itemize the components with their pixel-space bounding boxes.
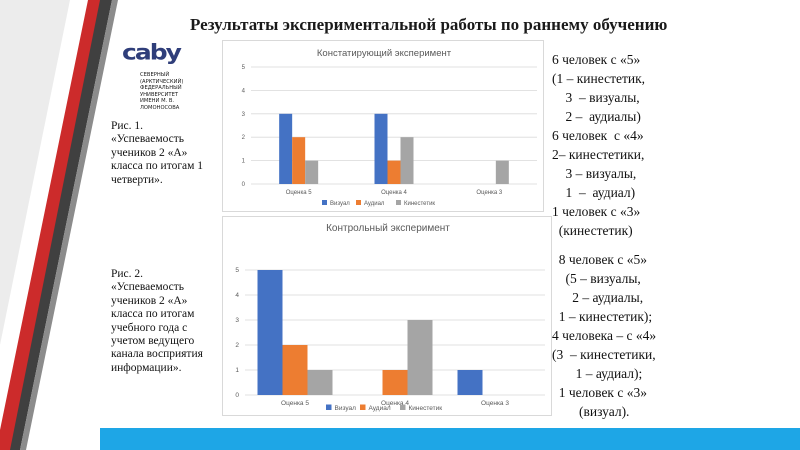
figure-2-caption: Рис. 2. «Успеваемость учеников 2 «А» кла… [111, 268, 203, 374]
result-line: 1 – кинестетик); [552, 309, 653, 324]
legend-label: Визуал [330, 201, 350, 207]
bar-Кинестетик [307, 370, 333, 395]
chart-title: Контрольный эксперимент [326, 223, 450, 234]
bar-Кинестетик [305, 160, 319, 184]
slide-title: Результаты экспериментальной работы по р… [190, 15, 668, 34]
y-tick-label: 1 [242, 159, 246, 165]
legend-label: Аудиал [369, 405, 391, 412]
result-line: (3 – кинестетики, [552, 347, 656, 362]
legend-swatch [322, 200, 327, 205]
result-line: 1 человек с «3» [552, 385, 647, 400]
y-tick-label: 4 [242, 88, 246, 94]
result-line: (5 – визуалы, [552, 271, 641, 286]
bar-Аудиал [292, 137, 306, 184]
x-category-label: Оценка 3 [481, 400, 509, 407]
decor-gray-stripe [20, 0, 118, 450]
legend-label: Аудиал [364, 201, 385, 207]
bar-Кинестетик [495, 160, 509, 184]
result-line: (визуал). [552, 404, 630, 419]
results-text-control: 8 человек с «5» (5 – визуалы, 2 – аудиал… [552, 250, 792, 421]
result-line: 4 человека – с «4» [552, 328, 657, 343]
legend-swatch [396, 200, 401, 205]
chart-title: Констатирующий эксперимент [317, 48, 452, 59]
bar-Визуал [279, 113, 293, 184]
bar-Кинестетик [407, 320, 433, 395]
result-line: (кинестетик) [552, 223, 633, 238]
legend-swatch [360, 404, 366, 410]
result-line: 6 человек с «4» [552, 128, 644, 143]
y-tick-label: 5 [242, 65, 246, 71]
logo-name: caby [122, 40, 182, 65]
y-tick-label: 0 [242, 182, 246, 188]
chart-2-svg: Контрольный эксперимент 0 1 2 3 4 5 Оценка 5 Оце… [235, 223, 545, 412]
logo-subtitle: Северный (Арктический) федеральный униве… [140, 72, 184, 111]
y-tick-label: 2 [242, 135, 246, 141]
x-category-label: Оценка 5 [281, 400, 309, 407]
result-line: 8 человек с «5» [552, 252, 647, 267]
decor-dark-stripe [10, 0, 112, 450]
x-category-label: Оценка 4 [381, 400, 409, 407]
bar-Визуал [257, 270, 283, 395]
university-logo: caby Северный (Арктический) федеральный … [122, 40, 184, 125]
result-line: (1 – кинестетик, [552, 71, 646, 86]
bar-Визуал [457, 370, 483, 395]
result-line: 2 – аудиалы, [552, 290, 644, 305]
y-tick-label: 4 [235, 292, 239, 299]
bottom-accent-bar [100, 428, 800, 450]
x-category-label: Оценка 5 [286, 190, 312, 196]
bar-Аудиал [382, 370, 408, 395]
chart-ascertaining-experiment: Констатирующий эксперимент 0 1 2 3 4 5 Оценка 5… [222, 40, 544, 212]
bar-Аудиал [387, 160, 401, 184]
y-tick-label: 5 [235, 267, 239, 274]
y-tick-label: 2 [235, 342, 239, 349]
result-line: 2– кинестетики, [552, 147, 645, 162]
result-line: 1 – аудиал) [552, 185, 636, 200]
figure-1-caption: Рис. 1. «Успеваемость учеников 2 «А» кла… [111, 120, 204, 186]
x-category-label: Оценка 3 [476, 190, 502, 196]
result-line: 3 – визуалы, [552, 90, 640, 105]
result-line: 3 – визуалы, [552, 166, 637, 181]
y-tick-label: 3 [235, 317, 239, 324]
legend-label: Кинестетик [404, 201, 435, 207]
result-line: 6 человек с «5» [552, 52, 641, 67]
y-tick-label: 3 [242, 112, 246, 118]
bar-Аудиал [282, 345, 308, 395]
result-line: 2 – аудиалы) [552, 109, 641, 124]
bar-Кинестетик [400, 137, 414, 184]
x-category-label: Оценка 4 [381, 190, 407, 196]
legend-swatch [400, 404, 406, 410]
y-tick-label: 0 [235, 392, 239, 399]
y-tick-label: 1 [235, 367, 239, 374]
decor-gray-band [0, 0, 70, 345]
legend-label: Визуал [335, 405, 357, 412]
results-text-ascertaining: 6 человек с «5» (1 – кинестетик, 3 – визу… [552, 50, 792, 240]
legend-swatch [356, 200, 361, 205]
legend-swatch [326, 404, 332, 410]
legend-label: Кинестетик [409, 405, 443, 412]
result-line: 1 – аудиал); [552, 366, 643, 381]
chart-1-svg: Констатирующий эксперимент 0 1 2 3 4 5 Оценка 5… [242, 48, 537, 207]
chart-control-experiment: Контрольный эксперимент 0 1 2 3 4 5 Оценка 5 Оце… [222, 216, 552, 416]
bar-Визуал [374, 113, 388, 184]
result-line: 1 человек с «3» [552, 204, 641, 219]
